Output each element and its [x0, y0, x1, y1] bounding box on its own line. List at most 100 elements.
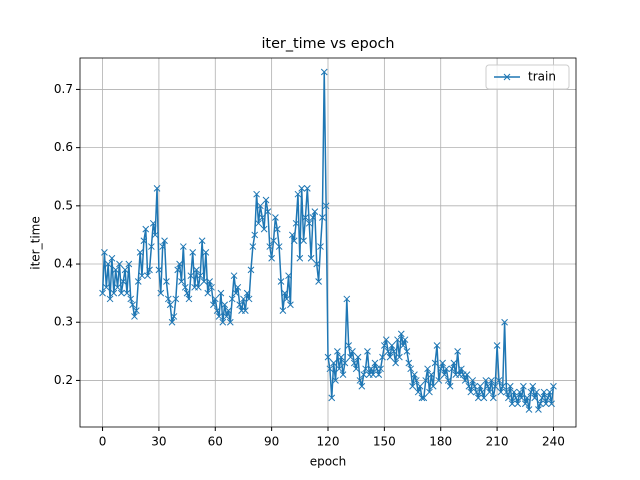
marker [441, 371, 448, 378]
marker [303, 185, 311, 192]
marker [424, 365, 431, 373]
marker [418, 394, 426, 402]
marker [390, 347, 398, 355]
marker [112, 266, 120, 274]
marker [377, 365, 384, 373]
plot-frame [79, 57, 577, 428]
marker [300, 237, 307, 245]
marker [322, 202, 330, 210]
marker [435, 377, 443, 384]
marker [506, 382, 514, 390]
marker [339, 371, 347, 378]
marker [450, 359, 458, 367]
marker [328, 394, 336, 402]
marker [221, 301, 229, 309]
marker [208, 283, 215, 291]
marker [489, 394, 497, 402]
marker [345, 342, 353, 349]
marker [189, 249, 197, 256]
marker [465, 382, 473, 390]
marker [219, 318, 227, 326]
marker [230, 272, 238, 280]
x-tick-label: 60 [208, 435, 223, 449]
marker [405, 359, 413, 367]
marker [217, 289, 225, 297]
marker [535, 406, 542, 413]
marker [273, 225, 281, 233]
marker [305, 219, 313, 227]
marker [448, 365, 456, 373]
marker [426, 388, 433, 396]
marker [159, 243, 167, 250]
marker [106, 295, 114, 303]
marker [108, 254, 116, 262]
marker [277, 278, 285, 285]
marker [546, 388, 554, 396]
marker [542, 400, 550, 408]
marker [268, 254, 275, 262]
marker [538, 394, 546, 402]
marker [101, 249, 108, 256]
marker [296, 254, 304, 262]
marker [531, 394, 539, 402]
marker [298, 185, 306, 192]
marker [510, 388, 518, 396]
marker [354, 353, 362, 361]
marker [195, 283, 202, 291]
x-tick-label: 120 [317, 435, 340, 449]
marker [116, 260, 123, 268]
legend-marker [503, 73, 511, 81]
y-tick-label: 0.3 [54, 315, 73, 329]
marker [114, 283, 121, 291]
marker [416, 382, 424, 390]
marker [178, 278, 185, 285]
marker [236, 301, 244, 309]
marker [523, 394, 531, 402]
marker [527, 388, 535, 396]
marker [161, 237, 168, 245]
marker [337, 353, 345, 361]
marker [275, 243, 283, 250]
marker [255, 219, 262, 227]
marker [200, 278, 208, 285]
marker [257, 202, 264, 210]
y-tick-label: 0.2 [54, 373, 73, 387]
chart-title: iter_time vs epoch [261, 36, 394, 52]
x-tick-label: 150 [373, 435, 396, 449]
marker [185, 295, 193, 303]
marker [349, 347, 356, 355]
marker [129, 301, 136, 309]
marker [264, 208, 272, 216]
marker [467, 388, 475, 396]
marker [484, 382, 492, 390]
marker [241, 307, 249, 314]
marker [136, 249, 144, 256]
marker [117, 289, 125, 297]
marker [446, 382, 454, 390]
marker [414, 388, 422, 396]
marker [358, 382, 366, 390]
marker [536, 400, 544, 408]
marker [110, 289, 118, 297]
marker [443, 365, 450, 373]
marker [548, 400, 555, 408]
marker [518, 394, 525, 402]
marker [142, 225, 150, 233]
marker [313, 260, 321, 268]
marker [270, 237, 277, 245]
marker [211, 295, 219, 303]
marker [170, 313, 178, 320]
marker [324, 353, 332, 361]
marker [123, 289, 131, 297]
marker [294, 190, 302, 198]
marker [540, 388, 548, 396]
marker [512, 394, 520, 402]
marker [463, 371, 471, 378]
marker [232, 289, 240, 297]
marker [505, 394, 512, 402]
marker [99, 289, 106, 297]
marker [187, 272, 195, 280]
y-tick-label: 0.5 [54, 198, 73, 212]
marker [302, 214, 309, 221]
marker [388, 342, 396, 349]
